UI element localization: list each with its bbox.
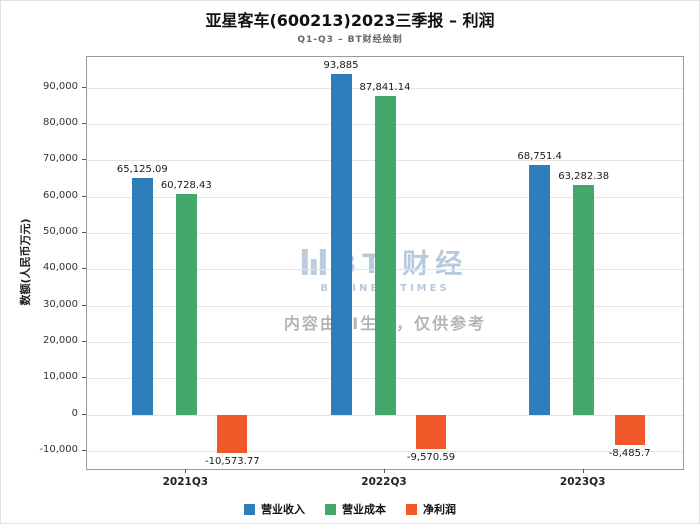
legend-label: 净利润 [423,503,456,516]
y-tick-label: 20,000 [43,334,78,346]
y-tick-label: 30,000 [43,298,78,310]
bar-营业收入-2022Q3 [330,73,352,415]
chart-title: 亚星客车(600213)2023三季报 – 利润 [205,11,495,30]
legend-marker [325,503,336,515]
bar-value-label: -8,485.7 [608,448,651,460]
chart-subtitle: Q1-Q3 – BT财经绘制 [297,35,403,45]
y-tick-label: 50,000 [43,226,78,238]
plot-area: BT 财经 BUSINESSTIMES 内容由AI生成，仅供参考 65,125.… [86,56,684,470]
y-tick-label: 60,000 [43,189,78,201]
watermark-logo-text: BT 财经 [335,249,469,280]
gridline [87,450,683,452]
bar-value-label: 65,125.09 [116,164,168,176]
x-tick-mark [582,469,584,473]
legend-label: 营业收入 [261,503,305,516]
legend-item-净利润: 净利润 [406,501,456,517]
legend-marker [244,503,255,515]
y-tick-mark [82,195,86,197]
y-tick-mark [82,449,86,451]
bar-value-label: 87,841.14 [359,81,411,93]
x-tick-label: 2021Q3 [162,476,209,488]
bar-value-label: 68,751.4 [517,150,562,162]
legend-marker [406,503,417,515]
bar-净利润-2022Q3 [416,414,446,450]
bar-value-label: 93,885 [323,59,359,71]
y-tick-label: 80,000 [43,117,78,129]
gridline [87,414,683,416]
x-tick-mark [384,469,385,473]
bar-value-label: -10,573.77 [205,455,260,467]
bar-营业收入-2023Q3 [529,164,551,415]
y-tick-mark [82,86,86,88]
y-tick-label: 70,000 [43,153,78,165]
y-tick-mark [82,123,86,125]
bar-营业成本-2021Q3 [175,194,197,415]
x-tick-label: 2023Q3 [559,476,606,488]
y-tick-mark [82,268,86,270]
gridline [87,87,683,89]
bar-营业成本-2023Q3 [573,184,595,415]
bar-value-label: -9,570.59 [406,452,456,464]
y-tick-label: 40,000 [43,262,78,274]
y-tick-label: -10,000 [39,443,78,455]
y-tick-mark [82,340,86,342]
legend-label: 营业成本 [342,503,386,516]
legend-item-营业成本: 营业成本 [325,501,386,517]
y-tick-label: 10,000 [43,371,78,383]
y-tick-label: 90,000 [43,80,78,92]
bar-营业收入-2021Q3 [131,178,153,415]
x-tick-mark [185,469,187,473]
y-tick-mark [82,159,86,161]
y-tick-mark [82,304,86,306]
x-tick-label: 2022Q3 [361,476,407,488]
legend-item-营业收入: 营业收入 [244,501,305,517]
bar-value-label: 60,728.43 [160,180,212,192]
y-tick-mark [82,232,86,234]
bt-logo-icon [301,248,326,275]
bar-净利润-2023Q3 [614,414,645,446]
legend: 营业收入 营业成本 净利润 [1,501,699,517]
y-tick-mark [82,377,86,379]
bar-净利润-2021Q3 [217,414,248,453]
bar-营业成本-2022Q3 [374,95,396,415]
y-tick-label: 0 [71,407,78,419]
bar-value-label: 63,282.38 [558,170,610,182]
y-tick-mark [82,413,86,415]
